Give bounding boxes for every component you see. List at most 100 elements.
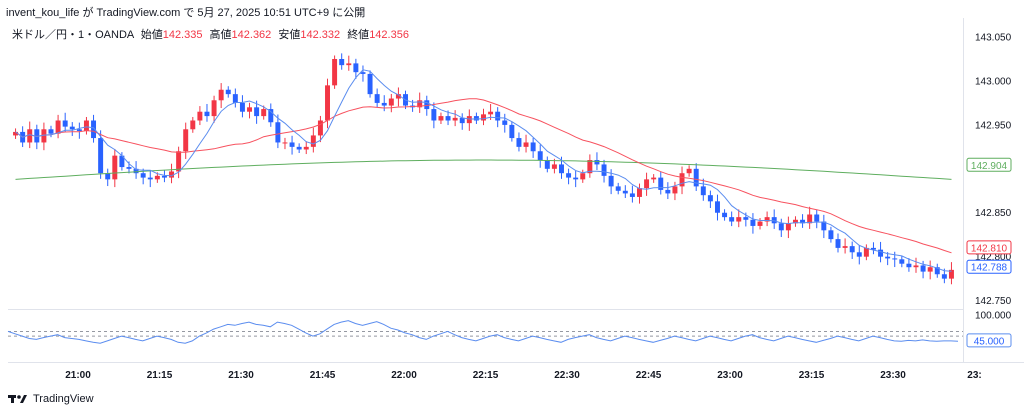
candle-body bbox=[729, 217, 735, 222]
candle-body bbox=[161, 175, 167, 178]
candle-body bbox=[310, 135, 316, 147]
candle-body bbox=[41, 129, 47, 143]
candle-body bbox=[339, 58, 345, 66]
candle-body bbox=[381, 102, 387, 106]
candle-body bbox=[225, 89, 231, 95]
candle-body bbox=[771, 217, 777, 224]
candle-body bbox=[637, 188, 642, 197]
price-tick-label: 143.050 bbox=[975, 33, 1012, 44]
price-tick-label: 142.950 bbox=[975, 120, 1012, 131]
candle-body bbox=[346, 63, 352, 66]
candle-body bbox=[211, 100, 217, 117]
candle-body bbox=[714, 201, 720, 213]
candle-body bbox=[665, 189, 671, 194]
candle-body bbox=[147, 177, 153, 180]
candle-body bbox=[261, 109, 267, 117]
time-tick-label: 21:15 bbox=[147, 370, 173, 381]
candle-body bbox=[473, 116, 479, 121]
oscillator-line bbox=[7, 320, 959, 344]
candle-body bbox=[239, 102, 245, 112]
candle-body bbox=[672, 186, 678, 194]
osc-tag-box bbox=[966, 333, 1012, 348]
candle-body bbox=[247, 107, 253, 112]
candle-body bbox=[303, 146, 309, 150]
candle-body bbox=[374, 94, 380, 103]
candle-body bbox=[417, 100, 423, 108]
candle-body bbox=[254, 107, 260, 117]
candle-body bbox=[544, 160, 550, 169]
price-tag-box bbox=[966, 157, 1012, 172]
open-label: 始値 bbox=[140, 29, 163, 41]
price-tick-label: 142.800 bbox=[975, 252, 1012, 263]
candle-body bbox=[551, 164, 557, 169]
ma-fast-line bbox=[15, 69, 952, 272]
candle-body bbox=[83, 120, 89, 132]
close-value: 142.356 bbox=[369, 29, 409, 41]
candle-body bbox=[27, 129, 33, 143]
osc-tick-label: 100.000 bbox=[975, 311, 1012, 322]
candle-body bbox=[48, 129, 54, 134]
open-value: 142.335 bbox=[162, 29, 203, 41]
price-tick-label: 143.000 bbox=[975, 76, 1012, 87]
candle-body bbox=[452, 117, 458, 121]
time-tick-label: 23: bbox=[967, 370, 981, 381]
candle-body bbox=[778, 223, 784, 231]
price-tag-label: 142.810 bbox=[971, 243, 1008, 254]
time-tick-label: 22:30 bbox=[554, 370, 580, 381]
time-tick-label: 21:30 bbox=[228, 370, 254, 381]
candle-body bbox=[764, 217, 770, 222]
candle-body bbox=[105, 173, 111, 180]
candle-body bbox=[934, 267, 940, 275]
candle-body bbox=[126, 167, 132, 169]
candle-body bbox=[856, 252, 862, 257]
candle-body bbox=[353, 63, 359, 73]
candle-body bbox=[892, 258, 898, 260]
ohlc-legend: 米ドル／円・1・OANDA 始値142.335 高値142.362 安値142.… bbox=[12, 26, 409, 42]
low-value: 142.332 bbox=[300, 29, 341, 41]
candle-body bbox=[438, 116, 444, 121]
candle-body bbox=[828, 230, 834, 240]
candle-body bbox=[133, 168, 139, 174]
price-tick-label: 142.850 bbox=[975, 208, 1012, 219]
candle-body bbox=[750, 219, 756, 226]
candle-body bbox=[523, 142, 529, 147]
candle-body bbox=[495, 111, 501, 121]
time-tick-label: 23:30 bbox=[880, 370, 906, 381]
candle-body bbox=[154, 175, 160, 180]
low-label: 安値 bbox=[278, 29, 301, 41]
candle-body bbox=[686, 168, 692, 174]
candle-body bbox=[34, 129, 40, 143]
price-tag-box bbox=[966, 240, 1012, 255]
symbol-label[interactable]: 米ドル／円・1・OANDA bbox=[12, 29, 134, 41]
candle-body bbox=[282, 142, 288, 144]
candle-body bbox=[183, 129, 189, 152]
candle-body bbox=[13, 131, 19, 136]
candle-body bbox=[91, 120, 97, 139]
candle-body bbox=[69, 126, 75, 130]
tradingview-logo-icon bbox=[8, 395, 27, 403]
candle-body bbox=[587, 160, 593, 174]
candle-body bbox=[863, 247, 869, 257]
candle-body bbox=[395, 94, 401, 99]
candle-body bbox=[388, 98, 394, 106]
candle-body bbox=[360, 72, 366, 74]
candle-body bbox=[509, 124, 515, 139]
candle-body bbox=[516, 138, 522, 147]
candle-body bbox=[98, 138, 104, 174]
close-label: 終値 bbox=[347, 29, 370, 41]
time-tick-label: 22:45 bbox=[636, 370, 662, 381]
candle-body bbox=[76, 129, 82, 132]
candle-body bbox=[268, 109, 274, 123]
candle-body bbox=[55, 120, 61, 134]
candle-body bbox=[488, 111, 494, 115]
candle-body bbox=[530, 142, 536, 152]
price-tick-label: 142.750 bbox=[975, 296, 1012, 307]
time-tick-label: 22:15 bbox=[473, 370, 499, 381]
candle-body bbox=[481, 114, 486, 121]
candle-body bbox=[629, 193, 635, 197]
candle-body bbox=[169, 171, 175, 178]
candle-body bbox=[913, 265, 919, 268]
candle-body bbox=[232, 94, 238, 103]
candle-body bbox=[459, 117, 465, 124]
